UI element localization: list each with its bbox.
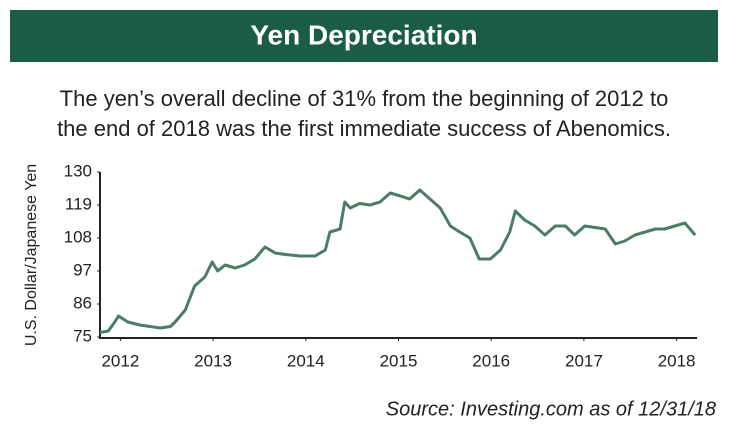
subtitle: the end of 2018 was the first immediate … <box>57 116 671 141</box>
x-tick-label: 2014 <box>287 351 325 370</box>
y-tick-label: 97 <box>73 260 92 279</box>
y-tick-label: 86 <box>73 293 92 312</box>
subtitle: The yen’s overall decline of 31% from th… <box>60 86 669 111</box>
line-series <box>99 188 697 334</box>
y-tick-label: 130 <box>64 161 92 180</box>
x-tick-label: 2012 <box>101 351 139 370</box>
y-tick-label: 119 <box>65 194 92 213</box>
y-axis-label: U.S. Dollar/Japanese Yen <box>23 164 40 346</box>
x-tick-label: 2018 <box>658 351 696 370</box>
y-tick-label: 108 <box>64 227 92 246</box>
y-tick-label: 75 <box>73 326 92 345</box>
x-tick-label: 2017 <box>565 351 603 370</box>
x-tick-label: 2015 <box>380 351 418 370</box>
source: Source: Investing.com as of 12/31/18 <box>386 398 716 420</box>
chart-title: Yen Depreciation <box>250 19 477 50</box>
x-tick-label: 2016 <box>472 351 510 370</box>
x-tick-label: 2013 <box>194 351 232 370</box>
header-bar <box>10 10 718 62</box>
